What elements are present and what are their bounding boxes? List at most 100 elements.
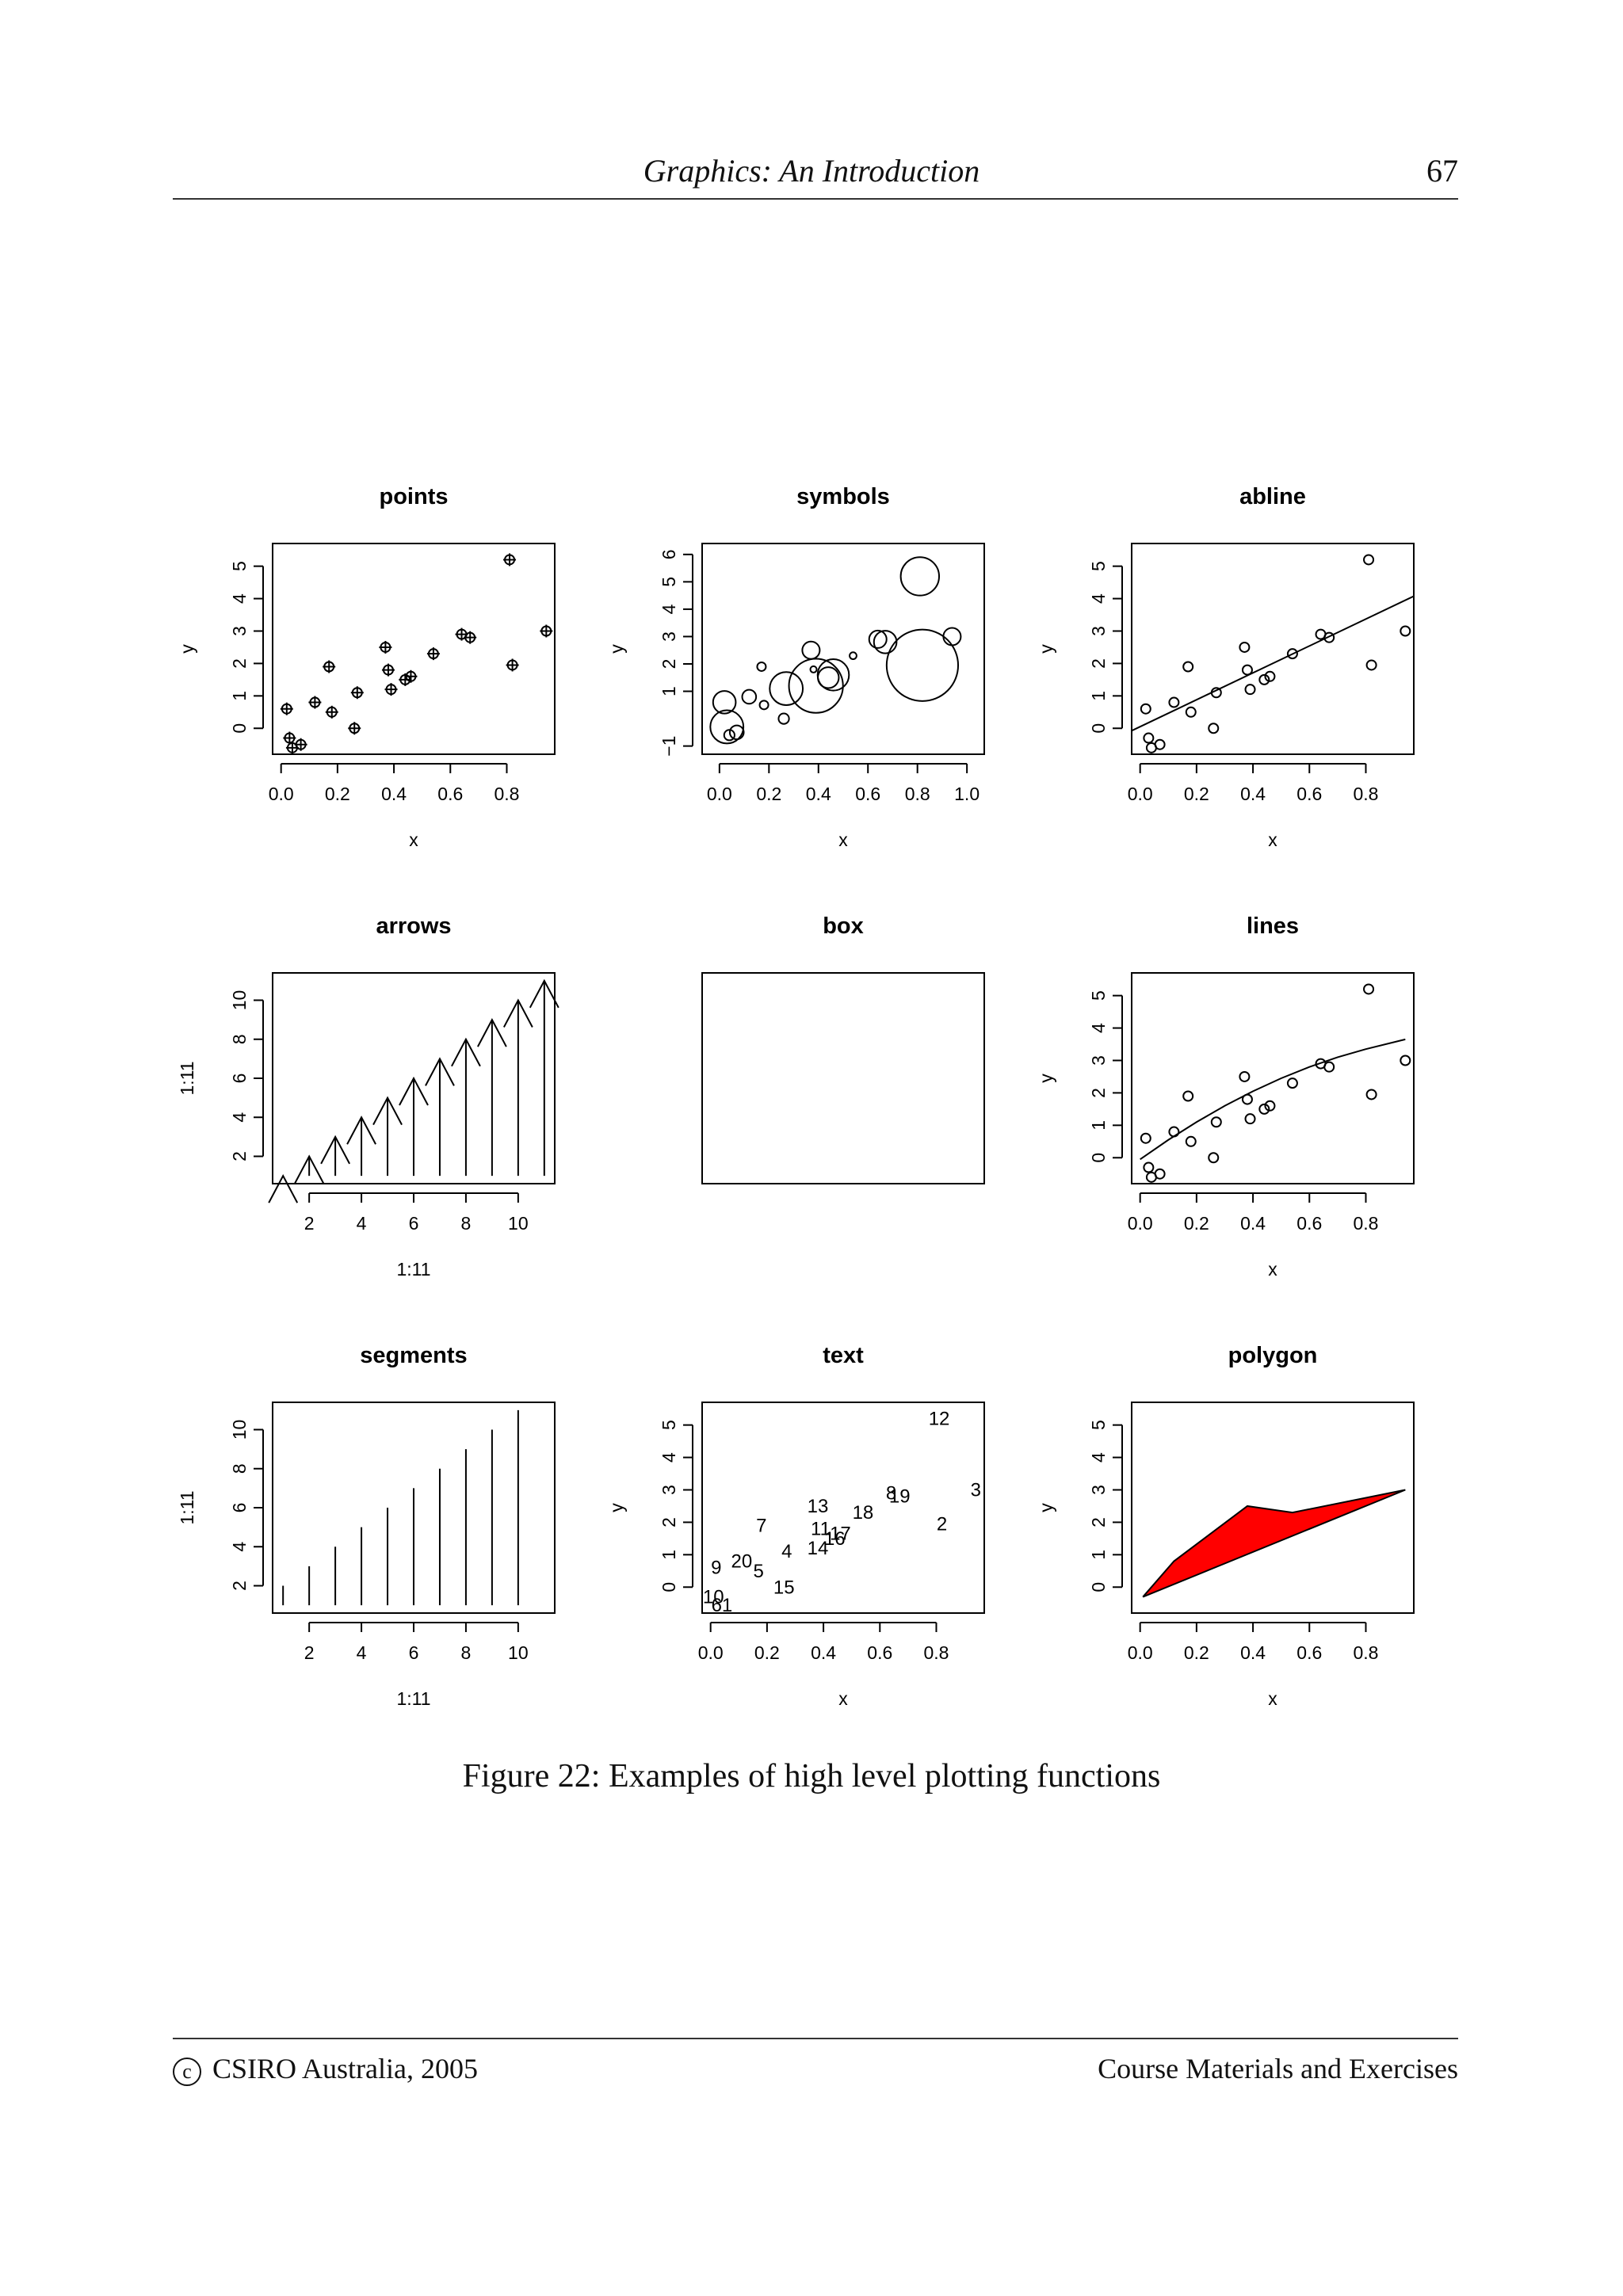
plot-frame [701,1402,985,1614]
y-axis: −1 1 2 3 4 5 6 [659,549,693,757]
x-axis: 2 4 6 8 10 [304,1622,529,1663]
data-point [1210,1116,1222,1128]
point-label: 18 [853,1502,874,1524]
y-tick-label: 2 [229,1581,250,1591]
data-point [885,628,960,702]
y-tick-label: 3 [659,1485,679,1495]
y-tick-label: 10 [229,1420,250,1440]
y-tick-label: 0 [1088,1153,1109,1163]
y-tick-label: 5 [1088,1420,1109,1430]
x-axis-label: 1:11 [396,1259,430,1280]
running-header-title: Graphics: An Introduction [643,153,980,189]
data-point [1286,648,1298,660]
y-tick-label: 8 [229,1034,250,1044]
data-layer [1131,554,1415,753]
x-tick-label: 0.0 [269,784,294,804]
data-point [1258,1103,1270,1115]
data-point [816,658,850,692]
y-tick-label: 5 [1088,990,1109,1001]
data-point [1182,1090,1194,1102]
point-label: 9 [711,1558,721,1579]
y-axis-label: y [1036,1074,1056,1083]
data-point [942,627,962,646]
y-tick-label: 4 [1088,1023,1109,1033]
data-point [1154,738,1166,750]
x-tick-label: 0.0 [698,1642,724,1663]
data-point [1143,1161,1155,1173]
footer-copyright: c CSIRO Australia, 2005 [173,2052,478,2086]
data-point [1400,625,1411,637]
x-tick-label: 0.2 [1184,1642,1209,1663]
data-point [788,658,844,714]
data-point [1244,1113,1256,1125]
y-tick-label: 3 [1088,626,1109,636]
data-point [801,640,821,660]
data-point [1363,554,1375,566]
y-tick-label: 1 [659,686,679,696]
data-layer [268,978,559,1203]
panel-title: text [823,1343,864,1368]
x-axis: 0.0 0.2 0.4 0.6 0.8 [1128,1622,1378,1663]
x-tick-label: 0.0 [1128,784,1153,804]
panel-title: arrows [376,913,451,939]
x-tick-label: 4 [357,1642,367,1663]
plot-frame [1131,972,1415,1184]
x-axis: 0.0 0.2 0.4 0.6 0.8 [1128,1192,1378,1234]
x-tick-label: 0.8 [1353,1642,1378,1663]
plot-frame [1131,1402,1415,1614]
y-axis: 0 1 2 3 4 5 [659,1420,693,1592]
data-layer [1142,1489,1406,1598]
y-axis-label: 1:11 [177,1061,197,1095]
y-tick-label: 2 [659,659,679,669]
arrow-head [477,1017,507,1047]
x-axis: 0.0 0.2 0.4 0.6 0.8 1.0 [707,763,980,804]
data-point [1363,983,1375,995]
point-label: 3 [971,1479,981,1501]
plot-frame [272,543,556,755]
header-rule [173,198,1458,200]
y-axis: 2 4 6 8 10 [229,1420,264,1591]
x-tick-label: 0.6 [855,784,880,804]
y-tick-label: 10 [229,990,250,1011]
point-label: 13 [808,1496,829,1517]
y-axis-label: y [1036,644,1056,654]
copyright-icon: c [173,2057,201,2086]
y-tick-label: 3 [659,631,679,642]
panel-segments: segments 2 4 6 8 10 1:11 2 4 6 8 10 1:11 [177,1343,556,1709]
x-axis-label: x [1268,1259,1277,1280]
point-label: 11 [811,1519,831,1540]
data-point [1400,1055,1411,1066]
point-label: 12 [929,1408,950,1429]
data-point [899,556,941,597]
x-tick-label: 0.4 [806,784,831,804]
y-tick-label: 4 [229,593,250,604]
y-axis: 0 1 2 3 4 5 [1088,990,1123,1163]
x-tick-label: 2 [304,1642,315,1663]
data-layer [280,553,553,754]
point-label: 5 [754,1561,764,1582]
point-label: 10 [703,1587,724,1608]
x-tick-label: 4 [357,1213,367,1234]
x-tick-label: 0.8 [494,784,519,804]
arrow-head [529,978,559,1009]
y-axis-label: 1:11 [177,1490,197,1524]
x-axis: 0.0 0.2 0.4 0.6 0.8 [698,1622,949,1663]
y-tick-label: 1 [1088,1120,1109,1131]
y-axis-label: y [1036,1503,1056,1512]
x-tick-label: 0.6 [1296,1213,1322,1234]
data-point [758,700,769,711]
x-axis-label: x [838,830,848,850]
y-tick-label: 3 [1088,1055,1109,1066]
data-point [723,729,735,742]
data-point [868,629,888,649]
y-axis-label: y [606,1503,627,1512]
panel-title: polygon [1228,1343,1318,1368]
panel-title: abline [1239,484,1306,509]
point-label: 15 [773,1577,795,1598]
x-tick-label: 10 [508,1642,529,1663]
x-tick-label: 0.4 [1240,784,1266,804]
y-tick-label: 5 [229,561,250,571]
y-axis-label: y [177,644,197,654]
data-point [1182,661,1194,673]
